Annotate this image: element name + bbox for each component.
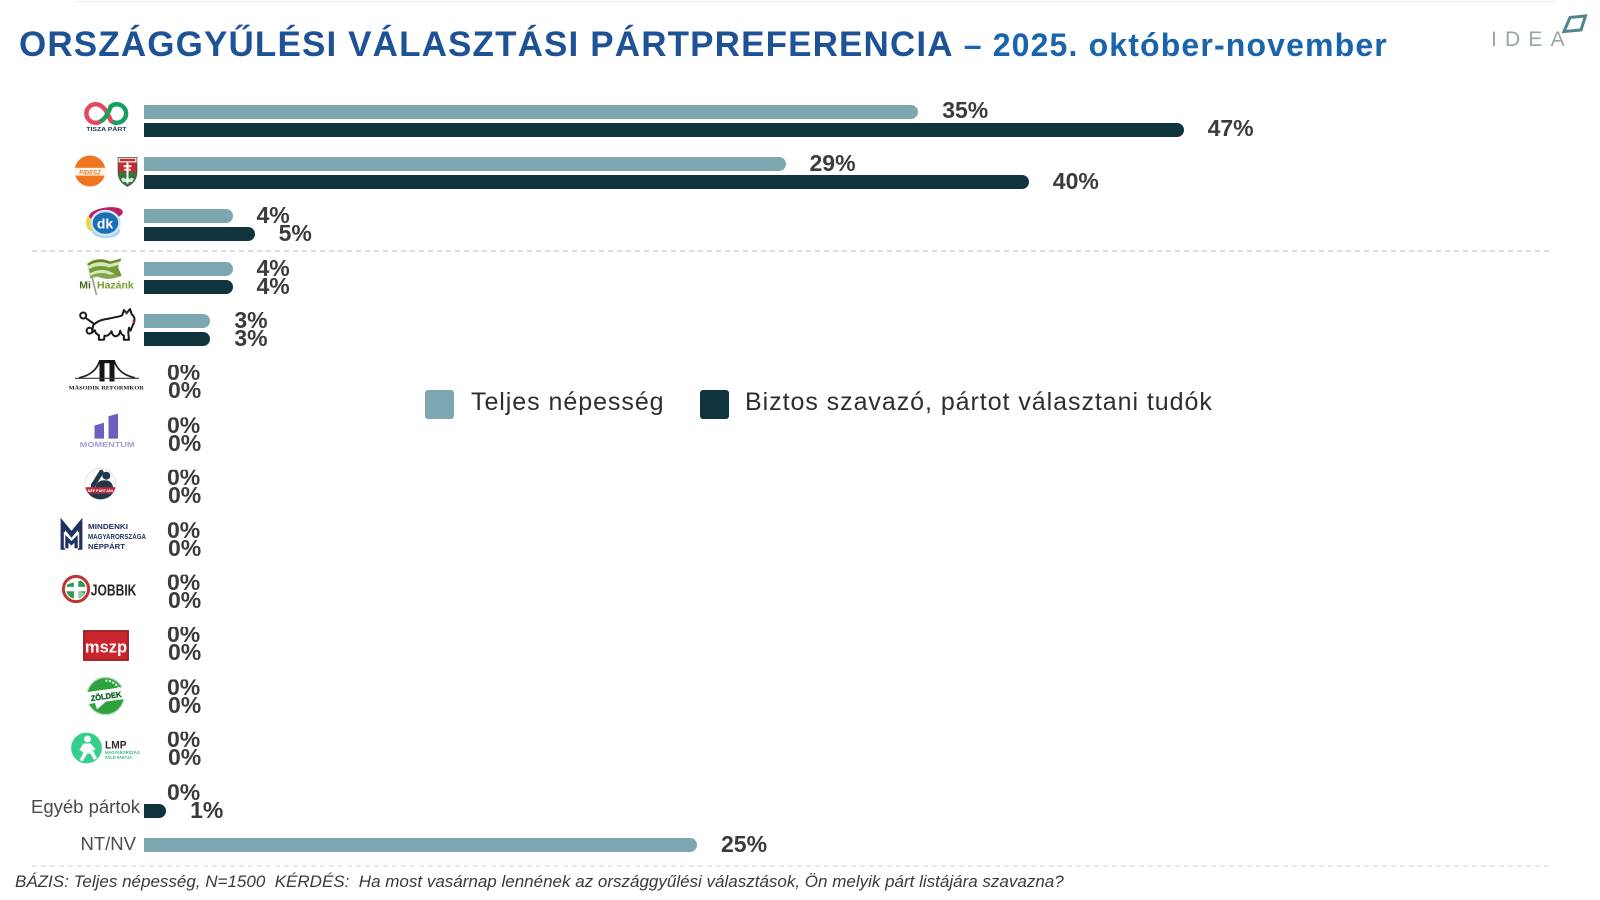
svg-text:dk: dk: [97, 216, 114, 232]
svg-text:LMP: LMP: [105, 740, 127, 752]
svg-text:NÉP PÁRTJÁN: NÉP PÁRTJÁN: [88, 488, 114, 493]
svg-text:MAGYARORSZÁG: MAGYARORSZÁG: [105, 749, 140, 755]
svg-text:MÁSODIK REFORMKOR: MÁSODIK REFORMKOR: [69, 384, 145, 392]
svg-text:ZÖLD PÁRTJA: ZÖLD PÁRTJA: [105, 754, 133, 760]
svg-text:MAGYARORSZÁGA: MAGYARORSZÁGA: [88, 532, 146, 541]
svg-text:Mi: Mi: [79, 279, 91, 291]
svg-text:Hazánk: Hazánk: [97, 279, 134, 291]
svg-text:TISZA PÁRT: TISZA PÁRT: [86, 126, 127, 133]
svg-text:JOBBIK: JOBBIK: [91, 582, 137, 599]
svg-text:mszp: mszp: [85, 639, 127, 657]
svg-text:FIDESZ: FIDESZ: [79, 169, 101, 176]
svg-text:MINDENKI: MINDENKI: [88, 522, 128, 531]
svg-text:MOMENTUM: MOMENTUM: [80, 440, 135, 449]
svg-text:NÉPPÁRT: NÉPPÁRT: [88, 542, 125, 551]
